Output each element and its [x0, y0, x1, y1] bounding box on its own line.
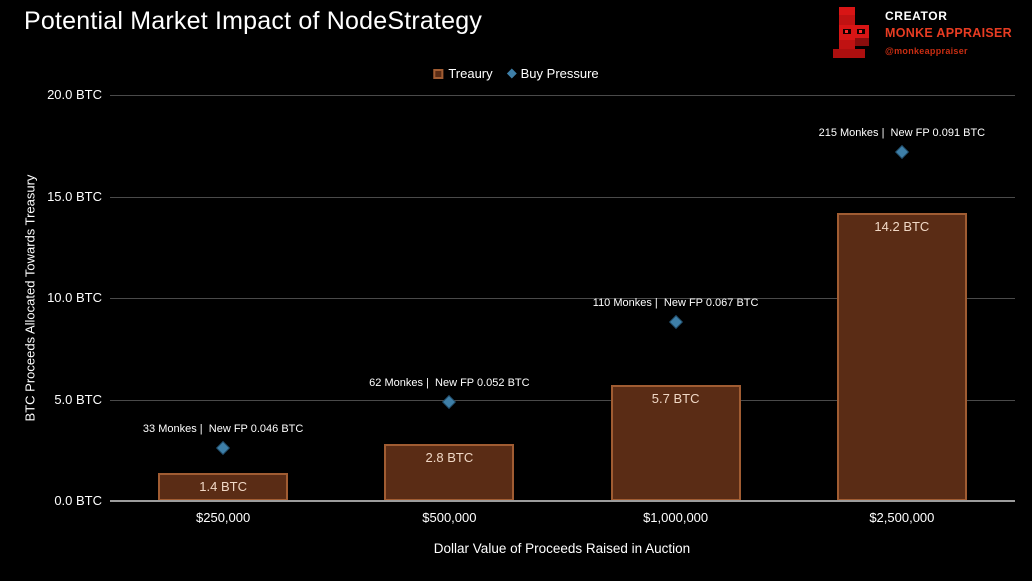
chart-legend: Treaury Buy Pressure — [433, 66, 599, 81]
buy-pressure-marker-icon — [896, 146, 908, 158]
buy-pressure-marker-icon — [669, 316, 682, 329]
creator-handle: @monkeappraiser — [885, 45, 968, 56]
buy-pressure-annotation: 110 Monkes | New FP 0.067 BTC — [592, 297, 759, 310]
y-tick-label: 0.0 BTC — [54, 493, 102, 508]
y-tick-label: 20.0 BTC — [47, 87, 102, 102]
bar-value-label: 1.4 BTC — [199, 478, 247, 494]
bar-value-label: 14.2 BTC — [874, 218, 930, 234]
y-tick-label: 10.0 BTC — [47, 290, 102, 305]
treasury-bar: 5.7 BTC — [610, 385, 741, 501]
x-axis-line — [110, 500, 1015, 502]
y-tick-label: 15.0 BTC — [47, 188, 102, 204]
legend-item-buy-pressure: Buy Pressure — [507, 66, 599, 81]
buy-pressure-marker-icon — [217, 442, 229, 454]
legend-label-buy-pressure: Buy Pressure — [520, 66, 599, 81]
buy-pressure-annotation: 33 Monkes | New FP 0.046 BTC — [142, 423, 304, 436]
treasury-legend-marker-icon — [433, 68, 444, 79]
x-tick-label: $1,000,000 — [643, 510, 709, 525]
buy-pressure-annotation: 215 Monkes | New FP 0.091 BTC — [818, 126, 986, 139]
buy-pressure-annotation: 62 Monkes | New FP 0.052 BTC — [369, 376, 530, 389]
treasury-bar: 1.4 BTC — [158, 472, 289, 501]
bar-value-label: 5.7 BTC — [651, 391, 700, 407]
creator-name: MONKE APPRAISER — [885, 25, 1012, 40]
treasury-bar: 2.8 BTC — [384, 444, 515, 501]
x-tick-label: $250,000 — [196, 510, 251, 525]
gridline — [110, 95, 1015, 96]
gridline — [110, 399, 1015, 401]
chart-title: Potential Market Impact of NodeStrategy — [24, 7, 483, 35]
gridline — [110, 298, 1015, 299]
gridline — [110, 196, 1015, 198]
x-tick-label: $500,000 — [422, 510, 477, 525]
buy-pressure-legend-marker-icon — [507, 68, 518, 79]
legend-label-treasury: Treaury — [448, 66, 493, 81]
x-axis-title: Dollar Value of Proceeds Raised in Aucti… — [433, 541, 691, 556]
creator-label: CREATOR — [885, 8, 948, 23]
legend-item-treasury: Treaury — [433, 66, 493, 81]
treasury-bar: 14.2 BTC — [836, 212, 967, 501]
y-tick-label: 5.0 BTC — [54, 391, 102, 407]
x-tick-label: $2,500,000 — [869, 510, 935, 525]
creator-text: CREATOR MONKE APPRAISER @monkeappraiser — [885, 9, 1012, 56]
monke-logo-icon — [833, 7, 870, 58]
buy-pressure-marker-icon — [443, 395, 456, 408]
creator-block: CREATOR MONKE APPRAISER @monkeappraiser — [831, 5, 1012, 59]
bar-value-label: 2.8 BTC — [425, 450, 474, 466]
